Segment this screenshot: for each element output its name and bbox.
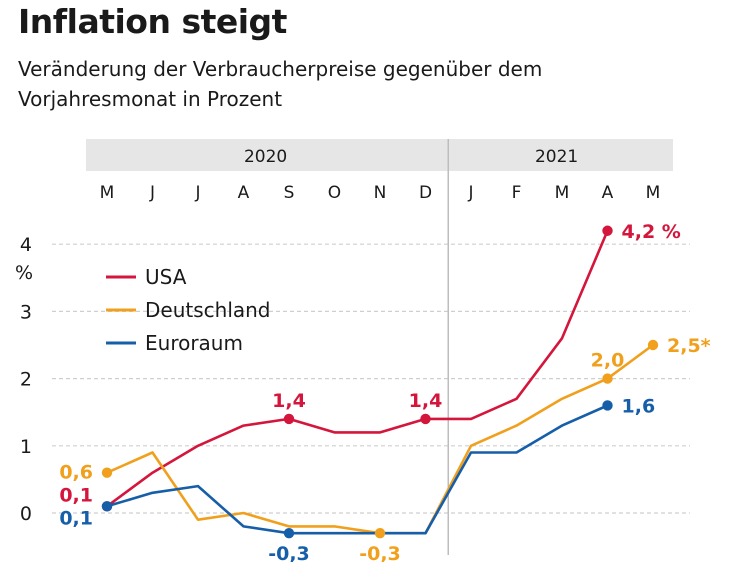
data-point-marker [420, 413, 431, 425]
x-tick-label: M [646, 183, 661, 203]
data-label: 4,2 % [622, 221, 681, 243]
data-label: -0,3 [359, 543, 401, 562]
x-tick-label: F [512, 183, 522, 203]
y-tick-label: 0 [20, 503, 32, 525]
data-point-marker [647, 339, 659, 351]
data-point-marker [283, 527, 295, 539]
y-tick-label: 3 [20, 301, 32, 323]
x-tick-label: J [194, 183, 200, 203]
series-line-euroraum [105, 404, 609, 535]
data-label: 0,1 [59, 507, 93, 529]
legend-label: Deutschland [145, 298, 271, 322]
x-tick-label: M [555, 183, 570, 203]
x-tick-label: A [602, 183, 614, 203]
legend-label: USA [145, 265, 187, 289]
year-header-bar [440, 139, 673, 171]
data-label: -0,3 [268, 543, 310, 562]
x-tick-label: S [284, 183, 295, 203]
x-tick-label: M [100, 183, 115, 203]
series-line-deutschland [105, 343, 655, 535]
y-tick-label: 1 [20, 436, 32, 458]
x-tick-label: D [419, 183, 432, 203]
data-label: 1,6 [622, 395, 656, 417]
legend-label: Euroraum [145, 331, 243, 355]
x-tick-label: A [238, 183, 250, 203]
data-point-marker [374, 527, 386, 539]
data-point-marker [602, 373, 613, 384]
x-tick-label: J [149, 183, 155, 203]
data-point-marker [283, 413, 295, 425]
x-tick-label: N [374, 183, 387, 203]
x-tick-label: J [467, 183, 473, 203]
year-label: 2021 [535, 147, 578, 167]
data-label: 2,0 [591, 350, 625, 372]
data-point-marker [101, 501, 113, 512]
year-header-bar [86, 139, 446, 171]
x-tick-label: O [328, 183, 341, 203]
y-unit-label: % [15, 262, 33, 284]
data-label: 0,6 [59, 462, 93, 484]
series-line-usa [105, 229, 609, 508]
y-tick-label: 4 [20, 234, 32, 256]
data-label: 2,5* [667, 335, 711, 357]
chart-title: Inflation steigt [18, 2, 287, 41]
chart-subtitle: Veränderung der Verbraucherpreise gegenü… [18, 57, 543, 111]
data-point-marker [602, 225, 613, 236]
year-label: 2020 [244, 147, 287, 167]
data-label: 1,4 [272, 390, 306, 412]
data-point-marker [101, 467, 113, 478]
data-label: 1,4 [409, 390, 443, 412]
data-label: 0,1 [59, 484, 93, 506]
data-point-marker [602, 400, 613, 411]
y-tick-label: 2 [20, 369, 32, 391]
